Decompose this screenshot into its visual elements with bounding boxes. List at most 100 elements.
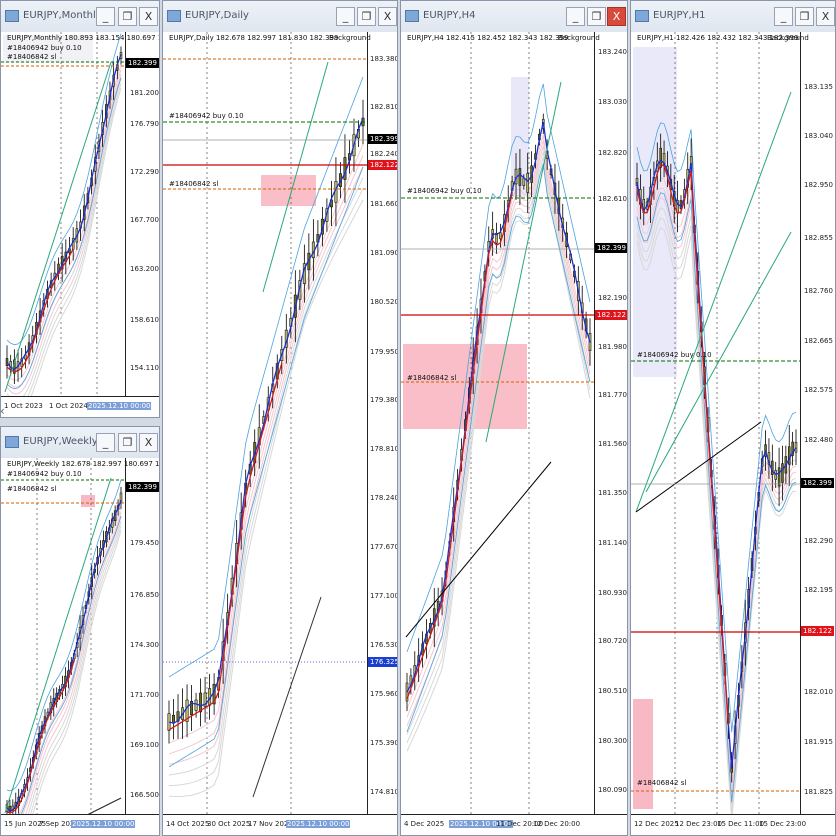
weekly-chart-window[interactable]: EURJPY,Weekly _ ❐ X EURJPY,Weekly 182.67… bbox=[0, 426, 160, 836]
close-button[interactable]: X bbox=[139, 433, 158, 452]
fast-ma-blue bbox=[406, 121, 591, 693]
candle-body bbox=[343, 157, 347, 180]
title-bar[interactable]: EURJPY,Daily _ ❐ X bbox=[163, 1, 397, 32]
title-bar[interactable]: EURJPY,H4 _ ❐ X bbox=[401, 1, 627, 32]
time-axis: 15 Jun 2025 7 Sep 2025 2025.12.10 00:00 bbox=[1, 814, 159, 835]
bollinger-upper bbox=[406, 83, 591, 653]
chart-area[interactable]: EURJPY,Weekly 182.678 182.997 180.697 18… bbox=[1, 458, 159, 835]
moving-average-fan bbox=[6, 516, 122, 835]
y-tick: 182.950 bbox=[804, 181, 833, 189]
moving-average-fan bbox=[406, 140, 591, 718]
y-tick: 181.140 bbox=[598, 539, 627, 547]
moving-average-fan bbox=[636, 187, 797, 790]
y-tick: 182.240 bbox=[370, 150, 398, 158]
y-tick: 180.300 bbox=[598, 737, 627, 745]
x-tick: 7 Sep 2025 bbox=[39, 820, 79, 828]
candle-body bbox=[791, 441, 794, 456]
h4-chart-window[interactable]: EURJPY,H4 _ ❐ X EURJPY,H4 182.415 182.45… bbox=[400, 0, 628, 836]
minimize-button[interactable]: _ bbox=[96, 7, 115, 26]
candle-body bbox=[194, 699, 198, 711]
daily-chart-window[interactable]: EURJPY,Daily _ ❐ X EURJPY,Daily 182.678 … bbox=[162, 0, 398, 836]
sl-price-badge: 182.122 bbox=[368, 160, 397, 170]
y-tick: 181.825 bbox=[804, 788, 833, 796]
restore-button[interactable]: ❐ bbox=[587, 7, 606, 26]
h1-chart-window[interactable]: EURJPY,H1 _ ❐ X EURJPY,H1 182.426 182.43… bbox=[630, 0, 836, 836]
moving-average-fan bbox=[636, 207, 797, 805]
y-tick: 166.500 bbox=[130, 791, 159, 799]
window-title: EURJPY,Daily bbox=[185, 10, 249, 21]
time-axis: 12 Dec 2025 12 Dec 23:00 15 Dec 11:00 15… bbox=[631, 814, 835, 835]
close-button[interactable]: X bbox=[816, 7, 835, 26]
y-tick: 183.030 bbox=[598, 98, 627, 106]
crosshair-time-label: 2025.12.10 00:00 bbox=[286, 820, 351, 828]
y-tick: 180.090 bbox=[598, 786, 627, 794]
minimize-button[interactable]: _ bbox=[566, 7, 585, 26]
moving-average-fan bbox=[168, 144, 364, 744]
bollinger-lower bbox=[6, 77, 122, 390]
close-button[interactable]: X bbox=[607, 7, 626, 26]
title-bar[interactable]: EURJPY,Monthly _ ❐ X bbox=[1, 1, 159, 32]
close-button[interactable]: X bbox=[139, 7, 158, 26]
bollinger-upper bbox=[168, 76, 364, 678]
fast-ma-red bbox=[6, 248, 74, 373]
chart-area[interactable]: EURJPY,H4 182.415 182.452 182.343 182.39… bbox=[401, 32, 627, 835]
candle-body bbox=[518, 168, 522, 186]
y-tick: 154.110 bbox=[130, 364, 159, 372]
moving-average-fan bbox=[636, 227, 797, 820]
y-tick: 178.810 bbox=[370, 445, 398, 453]
background-label: Background bbox=[329, 34, 371, 42]
window-title: EURJPY,Weekly bbox=[23, 436, 98, 447]
minimize-button[interactable]: _ bbox=[96, 433, 115, 452]
candle-body bbox=[781, 463, 784, 483]
bollinger-upper bbox=[6, 33, 122, 346]
x-tick: 12 Dec 2025 bbox=[634, 820, 679, 828]
moving-average-fan bbox=[406, 134, 591, 710]
minimize-button[interactable]: _ bbox=[336, 7, 355, 26]
chart-area[interactable]: EURJPY,Monthly 180.893 183.154 180.697 1… bbox=[1, 32, 159, 417]
chart-area[interactable]: EURJPY,H1 182.426 182.432 182.343 182.39… bbox=[631, 32, 835, 835]
close-button[interactable]: X bbox=[378, 7, 397, 26]
restore-button[interactable]: ❐ bbox=[357, 7, 376, 26]
y-tick: 163.200 bbox=[130, 265, 159, 273]
trend-line bbox=[252, 596, 322, 798]
sl-order-label: #18406842 sl bbox=[7, 485, 57, 493]
y-tick: 179.380 bbox=[370, 396, 398, 404]
buy-order-label: #18406942 buy 0.10 bbox=[637, 351, 712, 359]
y-tick: 183.040 bbox=[804, 132, 833, 140]
restore-button[interactable]: ❐ bbox=[795, 7, 814, 26]
bollinger-lower bbox=[6, 515, 122, 828]
symbol-info: EURJPY,Monthly 180.893 183.154 180.697 1… bbox=[7, 34, 159, 42]
candlestick-plot bbox=[1, 32, 125, 416]
crosshair-time-label: 2025.12.10 00:00 bbox=[71, 820, 136, 828]
title-bar[interactable]: EURJPY,H1 _ ❐ X bbox=[631, 1, 835, 32]
restore-button[interactable]: ❐ bbox=[118, 7, 137, 26]
splitter-handle[interactable]: ‹ bbox=[0, 404, 5, 418]
moving-average-fan bbox=[636, 177, 797, 783]
y-tick: 181.350 bbox=[598, 489, 627, 497]
current-price-badge: 182.399 bbox=[368, 134, 397, 144]
background-label: Background bbox=[767, 34, 809, 42]
x-tick: 15 Dec 11:00 bbox=[717, 820, 765, 828]
fast-ma-red bbox=[6, 659, 75, 814]
y-tick: 176.790 bbox=[130, 120, 159, 128]
crosshair-time-label: 2025.12.10 00:00 bbox=[449, 820, 514, 828]
bollinger-lower bbox=[636, 192, 797, 803]
y-tick: 177.670 bbox=[370, 543, 398, 551]
x-tick: 1 Oct 2024 bbox=[49, 402, 88, 410]
bollinger-upper bbox=[636, 122, 797, 733]
candle-body bbox=[499, 232, 502, 240]
x-tick: 11 Dec 20:00 bbox=[496, 820, 544, 828]
y-tick: 179.450 bbox=[130, 539, 159, 547]
restore-button[interactable]: ❐ bbox=[118, 433, 137, 452]
chart-window-icon bbox=[5, 436, 19, 448]
chart-area[interactable]: EURJPY,Daily 182.678 182.997 181.830 182… bbox=[163, 32, 397, 835]
trend-line bbox=[405, 461, 552, 638]
y-tick: 167.700 bbox=[130, 216, 159, 224]
trend-line bbox=[635, 91, 792, 513]
monthly-chart-window[interactable]: EURJPY,Monthly _ ❐ X EURJPY,Monthly 180.… bbox=[0, 0, 160, 418]
trend-line bbox=[635, 421, 762, 513]
title-bar[interactable]: EURJPY,Weekly _ ❐ X bbox=[1, 427, 159, 458]
candle-body bbox=[199, 692, 203, 713]
minimize-button[interactable]: _ bbox=[774, 7, 793, 26]
candlestick-plot bbox=[401, 32, 594, 817]
